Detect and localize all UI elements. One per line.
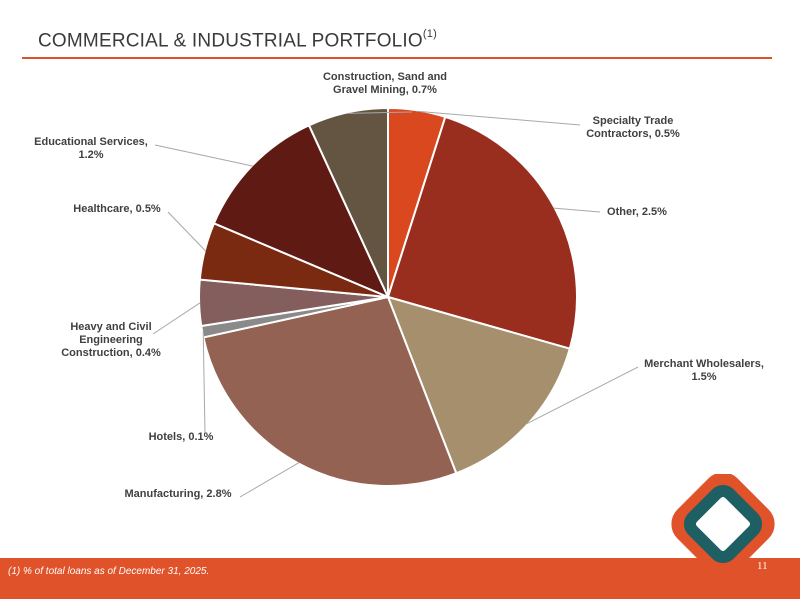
page-title: COMMERCIAL & INDUSTRIAL PORTFOLIO(1)	[38, 28, 437, 52]
footer-bar	[0, 558, 800, 599]
leader-line-healthcare	[167, 211, 207, 252]
pie-slice-merchant-wholesalers	[386, 295, 572, 475]
data-label-healthcare: Healthcare, 0.5%	[73, 203, 161, 215]
data-label-hotels: Hotels, 0.1%	[149, 431, 214, 443]
data-label-manufacturing: Manufacturing, 2.8%	[125, 488, 232, 500]
data-label-line: Manufacturing, 2.8%	[125, 488, 232, 500]
data-label-educational-services: Educational Services, 1.2%	[34, 136, 148, 161]
leader-line-construction-sand-and-gravel-mining	[347, 111, 413, 114]
data-label-specialty-trade-contractors: Specialty Trade Contractors, 0.5%	[586, 115, 680, 140]
leader-line-hotels	[202, 331, 206, 435]
page-title-text: COMMERCIAL & INDUSTRIAL PORTFOLIO	[38, 30, 423, 52]
data-label-line: Gravel Mining, 0.7%	[333, 84, 437, 96]
data-label-merchant-wholesalers: Merchant Wholesalers, 1.5%	[644, 358, 764, 383]
data-label-other: Other, 2.5%	[607, 206, 667, 218]
leader-line-heavy-and-civil-engineering-construction	[152, 302, 201, 335]
company-logo-icon	[671, 474, 775, 574]
leader-line-educational-services	[154, 144, 254, 167]
title-footnote-marker: (1)	[422, 28, 437, 40]
data-label-line: Heavy and Civil	[70, 321, 151, 333]
data-label-line: 1.2%	[78, 149, 103, 161]
leader-line-specialty-trade-contractors	[416, 110, 581, 126]
leader-line-merchant-wholesalers	[526, 366, 639, 425]
data-label-construction-sand-and-gravel-mining: Construction, Sand and Gravel Mining, 0.7…	[323, 71, 447, 96]
data-label-line: Engineering	[79, 334, 143, 346]
page-number: 11	[757, 560, 768, 572]
data-label-line: Contractors, 0.5%	[586, 128, 680, 140]
data-label-line: Specialty Trade	[593, 115, 674, 127]
data-label-line: Other, 2.5%	[607, 206, 667, 218]
data-label-line: Healthcare, 0.5%	[73, 203, 161, 215]
data-label-line: Hotels, 0.1%	[149, 431, 214, 443]
data-label-heavy-and-civil-engineering-construction: Heavy and Civil Engineering Construction, …	[61, 321, 161, 359]
data-label-line: Construction, 0.4%	[61, 347, 161, 359]
leader-line-manufacturing	[239, 462, 300, 498]
pie-slice-construction-sand-and-gravel-mining	[307, 106, 389, 298]
leader-line-other	[553, 207, 601, 213]
pie-chart: Specialty Trade Contractors, 0.5% Other, 2…	[34, 71, 764, 500]
data-label-line: 1.5%	[691, 371, 716, 383]
pie-slice-other	[386, 115, 578, 350]
title-divider	[22, 57, 772, 59]
data-label-line: Educational Services,	[34, 136, 148, 148]
data-label-line: Construction, Sand and	[323, 71, 447, 83]
data-label-line: Merchant Wholesalers,	[644, 358, 764, 370]
footnote: (1) % of total loans as of December 31, …	[8, 566, 210, 577]
